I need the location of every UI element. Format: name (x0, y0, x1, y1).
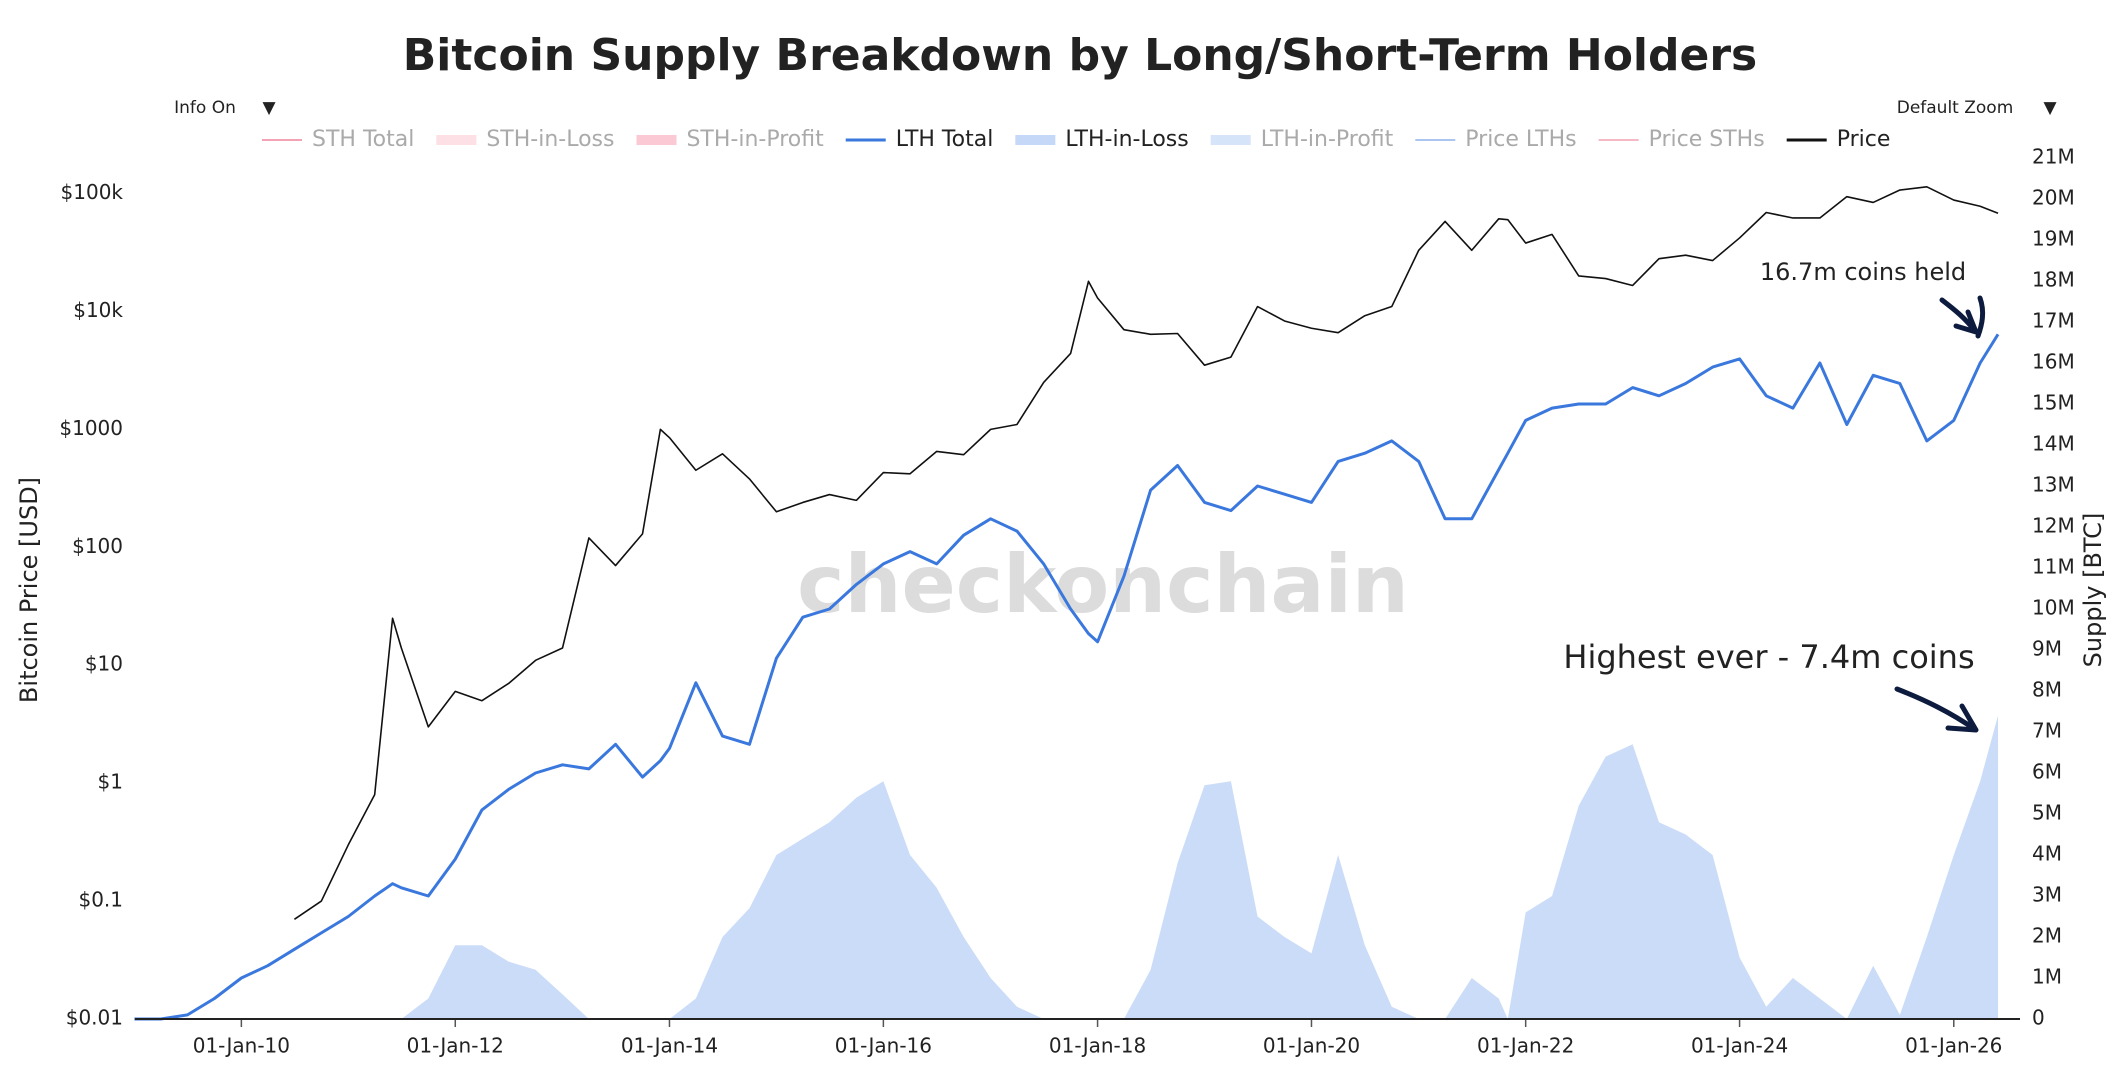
x-tick-label: 01-Jan-16 (835, 1034, 932, 1058)
x-tick-label: 01-Jan-22 (1477, 1034, 1574, 1058)
y2-tick-label: 15M (2032, 391, 2075, 415)
x-tick-label: 01-Jan-14 (621, 1034, 718, 1058)
y-tick-label: $100k (61, 180, 124, 204)
legend-item[interactable]: STH Total (262, 127, 414, 152)
y2-tick-label: 19M (2032, 227, 2075, 251)
y2-tick-label: 7M (2032, 719, 2062, 743)
y2-tick-label: 1M (2032, 965, 2062, 989)
legend-item[interactable]: Price (1786, 127, 1891, 152)
y2-tick-label: 2M (2032, 924, 2062, 948)
legend-item[interactable]: STH-in-Profit (636, 127, 824, 152)
y2-tick-label: 0 (2032, 1006, 2045, 1030)
y-tick-label: $0.01 (66, 1006, 123, 1030)
x-tick-label: 01-Jan-20 (1263, 1034, 1360, 1058)
legend-label: STH-in-Loss (486, 127, 614, 152)
y2-tick-label: 8M (2032, 678, 2062, 702)
y2-axis-label: Supply [BTC] (2079, 513, 2107, 668)
legend-label: Price LTHs (1465, 127, 1576, 152)
y-axis-label: Bitcoin Price [USD] (15, 477, 43, 703)
legend-item[interactable]: LTH-in-Profit (1210, 127, 1394, 152)
y2-tick-label: 5M (2032, 801, 2062, 825)
y-tick-label: $1000 (59, 416, 123, 440)
x-tick-label: 01-Jan-24 (1691, 1034, 1788, 1058)
annotation: 16.7m coins held (1760, 258, 1966, 286)
y2-tick-label: 4M (2032, 842, 2062, 866)
legend-item[interactable]: STH-in-Loss (436, 127, 614, 152)
y2-tick-label: 18M (2032, 268, 2075, 292)
annotation-arrow (1894, 686, 1979, 733)
legend-label: LTH-in-Loss (1065, 127, 1188, 152)
y2-tick-label: 17M (2032, 309, 2075, 333)
x-tick-label: 01-Jan-12 (407, 1034, 504, 1058)
y-tick-label: $10 (85, 652, 123, 676)
plot-area (134, 185, 2000, 1021)
y-tick-label: $10k (73, 298, 123, 322)
x-tick-label: 01-Jan-18 (1049, 1034, 1146, 1058)
area (134, 715, 1999, 1019)
legend-item[interactable]: Price LTHs (1415, 127, 1577, 152)
line (134, 333, 2000, 1021)
y2-tick-label: 16M (2032, 350, 2075, 374)
y2-tick-label: 12M (2032, 514, 2075, 538)
legend-item[interactable]: Price STHs (1598, 127, 1765, 152)
x-tick-label: 01-Jan-10 (193, 1034, 290, 1058)
y-tick-label: $1 (98, 770, 123, 794)
annotation-arrow (1939, 295, 1986, 339)
control-icon[interactable]: ▼ (2043, 98, 2057, 118)
legend-label: LTH Total (896, 127, 994, 152)
legend-swatch (1210, 135, 1251, 145)
y-tick-label: $0.1 (78, 888, 123, 912)
legend-swatch (436, 135, 477, 145)
y2-tick-label: 11M (2032, 555, 2075, 579)
legend-swatch (1015, 135, 1056, 145)
control-label[interactable]: Default Zoom (1897, 98, 2014, 118)
y2-tick-label: 10M (2032, 596, 2075, 620)
y2-tick-label: 3M (2032, 883, 2062, 907)
y2-tick-label: 6M (2032, 760, 2062, 784)
x-tick-label: 01-Jan-26 (1905, 1034, 2002, 1058)
y2-tick-label: 9M (2032, 637, 2062, 661)
line (293, 185, 1999, 921)
y2-tick-label: 20M (2032, 186, 2075, 210)
y2-tick-label: 13M (2032, 473, 2075, 497)
legend-label: LTH-in-Profit (1261, 127, 1394, 152)
legend-label: STH Total (312, 127, 414, 152)
legend-item[interactable]: LTH-in-Loss (1015, 127, 1189, 152)
y2-tick-label: 14M (2032, 432, 2075, 456)
control-icon[interactable]: ▼ (262, 98, 276, 118)
legend-swatch (636, 135, 677, 145)
watermark: checkonchain (797, 538, 1409, 631)
y2-tick-label: 21M (2032, 145, 2075, 169)
chart-title: Bitcoin Supply Breakdown by Long/Short-T… (403, 30, 1757, 81)
annotation: Highest ever - 7.4m coins (1563, 638, 1974, 676)
legend-label: STH-in-Profit (686, 127, 824, 152)
legend-label: Price STHs (1649, 127, 1765, 152)
control-label[interactable]: Info On (174, 98, 236, 118)
legend-item[interactable]: LTH Total (845, 127, 994, 152)
legend-label: Price (1837, 127, 1891, 152)
y-tick-label: $100 (72, 534, 123, 558)
